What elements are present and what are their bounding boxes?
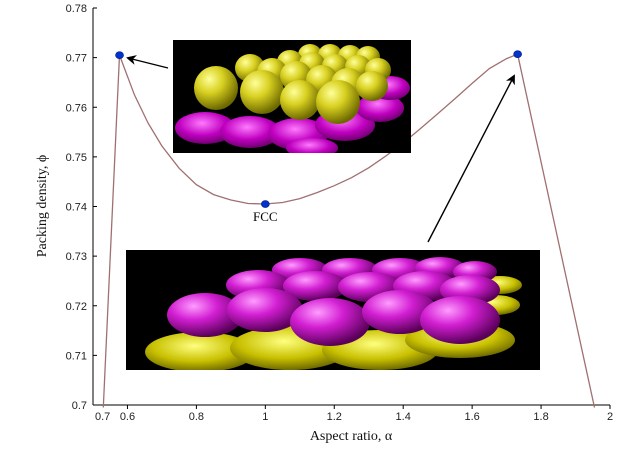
x-tick-label: 1.4 — [396, 411, 411, 423]
y-tick-label: 0.75 — [66, 152, 87, 164]
prolate-lattice-image — [126, 250, 540, 370]
x-tick-label: 1.8 — [533, 411, 548, 423]
y-tick-label: 0.76 — [66, 102, 87, 114]
y-tick-label: 0.72 — [66, 301, 87, 313]
x-tick-label: 0.8 — [189, 411, 204, 423]
series-group — [102, 53, 596, 408]
x-origin-label: 0.7 — [95, 411, 110, 423]
x-ticks: 0.6 0.8 1 1.2 1.4 1.6 1.8 2 0.7 — [95, 405, 613, 423]
y-tick-label: 0.78 — [66, 3, 87, 15]
density-curve — [102, 53, 596, 408]
y-origin-label: 0.7 — [72, 400, 87, 412]
y-tick-label: 0.73 — [66, 251, 87, 263]
arrow-to-left-peak — [126, 55, 169, 69]
point-annotation: FCC — [253, 209, 278, 224]
arrow-to-right-peak — [427, 74, 515, 243]
x-axis-title: Aspect ratio, α — [310, 429, 393, 444]
x-tick-label: 1.2 — [327, 411, 342, 423]
x-tick-label: 1.6 — [464, 411, 479, 423]
y-axis-title: Packing density, ϕ — [35, 155, 50, 258]
oblate-lattice-image — [173, 40, 411, 153]
y-tick-label: 0.77 — [66, 53, 87, 65]
markers-group: FCC — [115, 50, 522, 224]
data-point-marker — [261, 200, 270, 208]
x-tick-label: 2 — [607, 411, 613, 423]
y-tick-label: 0.74 — [66, 202, 87, 214]
data-point-marker — [115, 51, 124, 59]
y-ticks: 0.71 0.72 0.73 0.74 0.75 0.76 0.77 0.78 0.7 — [66, 3, 97, 412]
data-point-marker — [513, 50, 522, 58]
x-tick-label: 1 — [262, 411, 268, 423]
arrows — [126, 55, 515, 243]
x-tick-label: 0.6 — [120, 411, 135, 423]
y-tick-label: 0.71 — [66, 350, 87, 362]
